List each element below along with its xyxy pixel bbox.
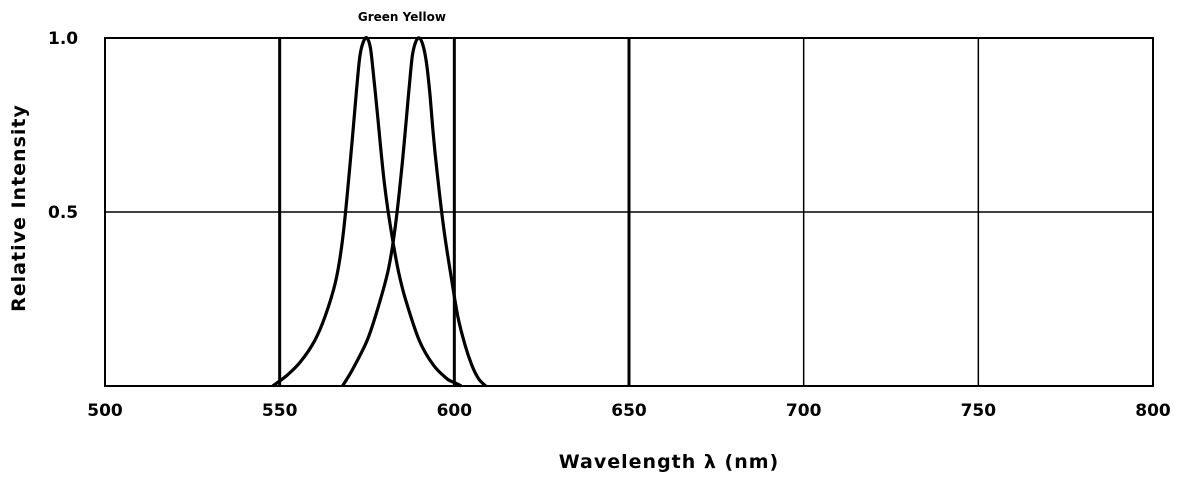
x-tick-label-600: 600: [437, 401, 473, 421]
plot-frame: [104, 37, 1154, 387]
x-axis-title: Wavelength λ (nm): [559, 451, 779, 473]
y-tick-labels: 1.0 0.5: [48, 29, 78, 223]
x-tick-label-700: 700: [786, 401, 822, 421]
x-tick-label-650: 650: [611, 401, 647, 421]
y-axis-title: Relative Intensity: [8, 104, 30, 312]
x-tick-label-500: 500: [87, 401, 123, 421]
curves: [271, 36, 487, 388]
x-tick-label-550: 550: [262, 401, 298, 421]
x-tick-label-800: 800: [1135, 401, 1171, 421]
y-tick-label-1.0: 1.0: [48, 29, 78, 49]
series-line-2: [341, 36, 487, 388]
annotation-label: Green Yellow: [358, 10, 446, 24]
series-line-1: [271, 36, 463, 388]
grid: [105, 38, 1153, 386]
x-tick-label-750: 750: [961, 401, 997, 421]
x-tick-labels: 500 550 600 650 700 750 800: [87, 401, 1171, 421]
y-tick-label-0.5: 0.5: [48, 203, 78, 223]
annotations: Green Yellow: [358, 10, 446, 24]
